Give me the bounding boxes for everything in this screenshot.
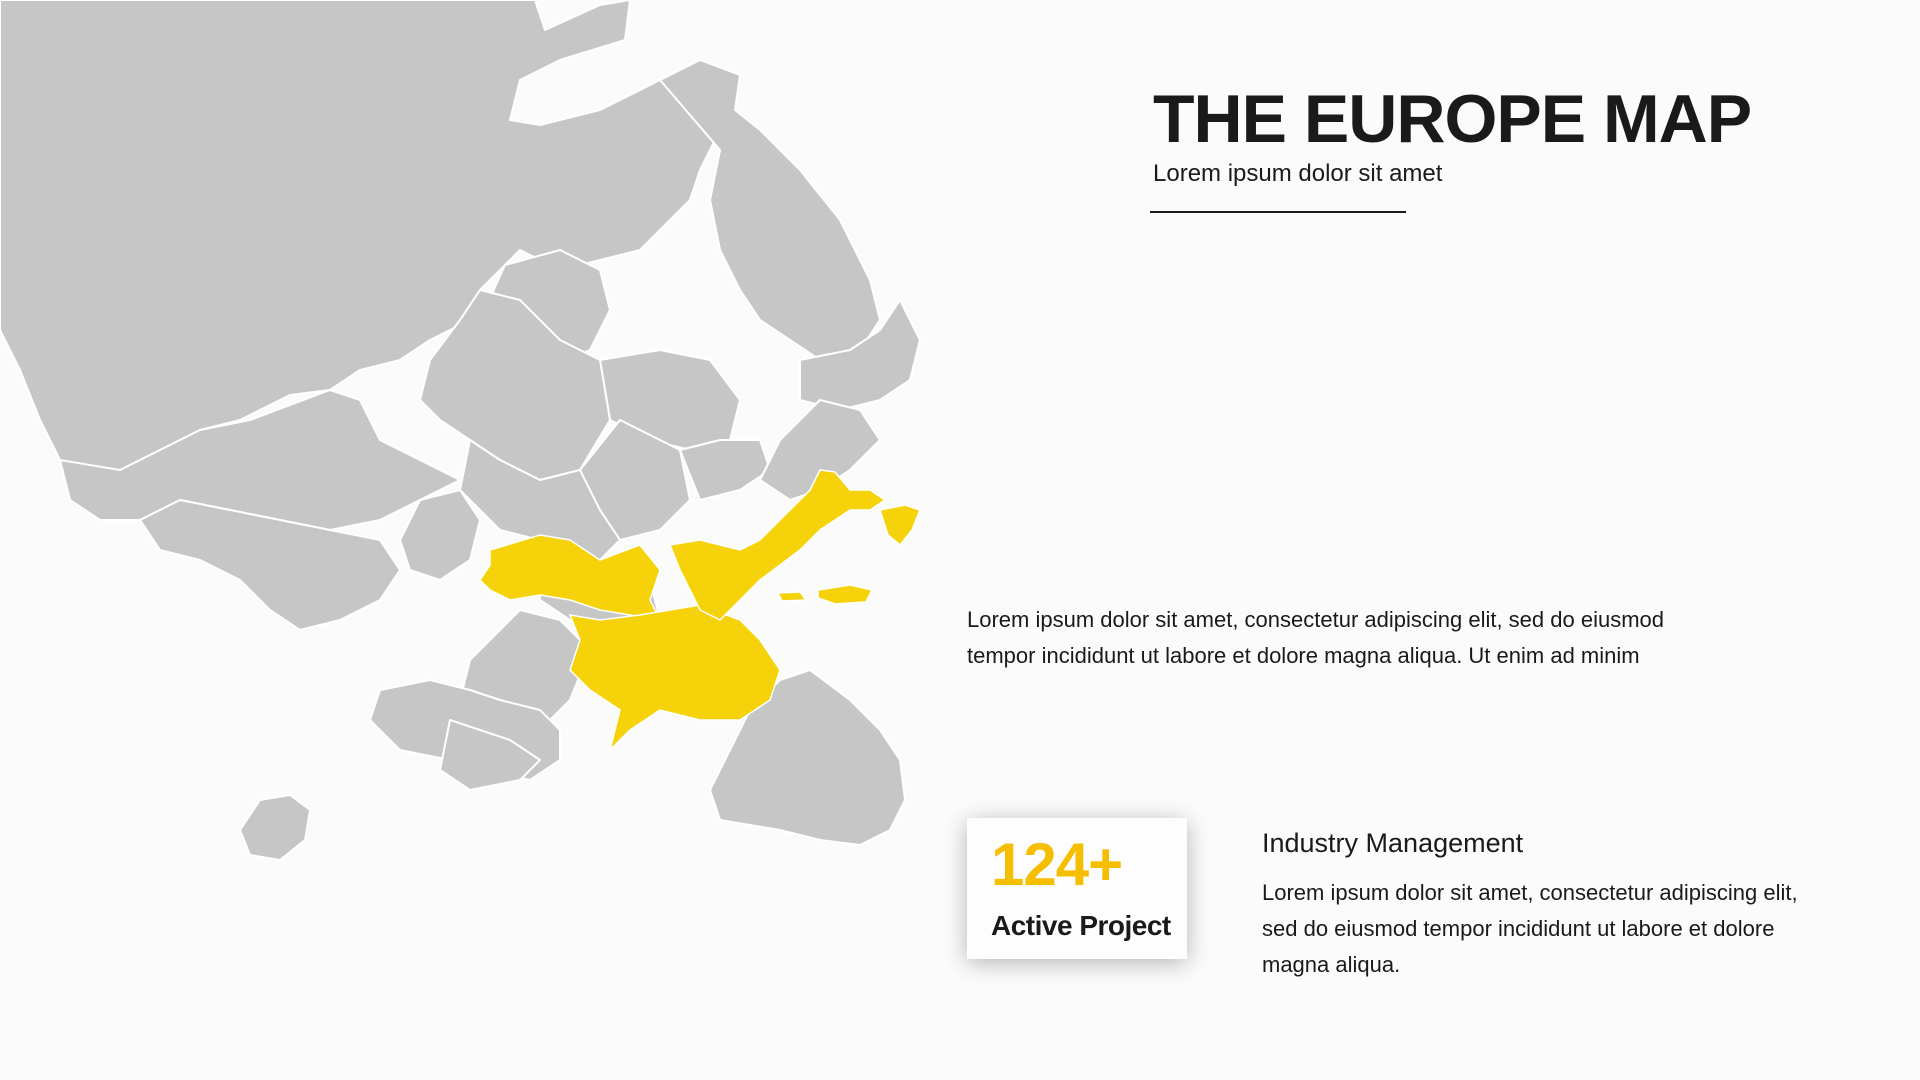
highlight-island-c	[776, 591, 808, 602]
highlight-spain	[568, 604, 781, 753]
highlight-france	[479, 534, 662, 621]
country-arabia	[709, 669, 906, 846]
industry-title: Industry Management	[1262, 828, 1524, 858]
stat-card: 124+ Active Project	[967, 818, 1187, 959]
highlight-island-b	[817, 584, 874, 605]
description-text: Lorem ipsum dolor sit amet, consectetur …	[967, 607, 1665, 668]
industry-text: Lorem ipsum dolor sit amet, consectetur …	[1262, 880, 1798, 977]
stat-label: Active Project	[991, 910, 1171, 941]
country-finland	[659, 59, 881, 361]
map-highlighted-countries	[479, 469, 921, 753]
page-title: THE EUROPE MAP	[1153, 81, 1752, 157]
country-caucasus	[399, 489, 481, 581]
title-divider	[1150, 211, 1406, 213]
stat-value: 124+	[991, 831, 1123, 898]
page-subtitle: Lorem ipsum dolor sit amet	[1153, 160, 1443, 187]
country-turkey	[139, 499, 401, 631]
country-cyprus-islands	[239, 794, 311, 861]
map-base-countries	[0, 0, 921, 861]
country-north-africa	[439, 719, 541, 791]
highlight-island-a	[879, 504, 921, 547]
country-netherlands	[679, 439, 771, 501]
highlight-italy	[668, 469, 887, 621]
